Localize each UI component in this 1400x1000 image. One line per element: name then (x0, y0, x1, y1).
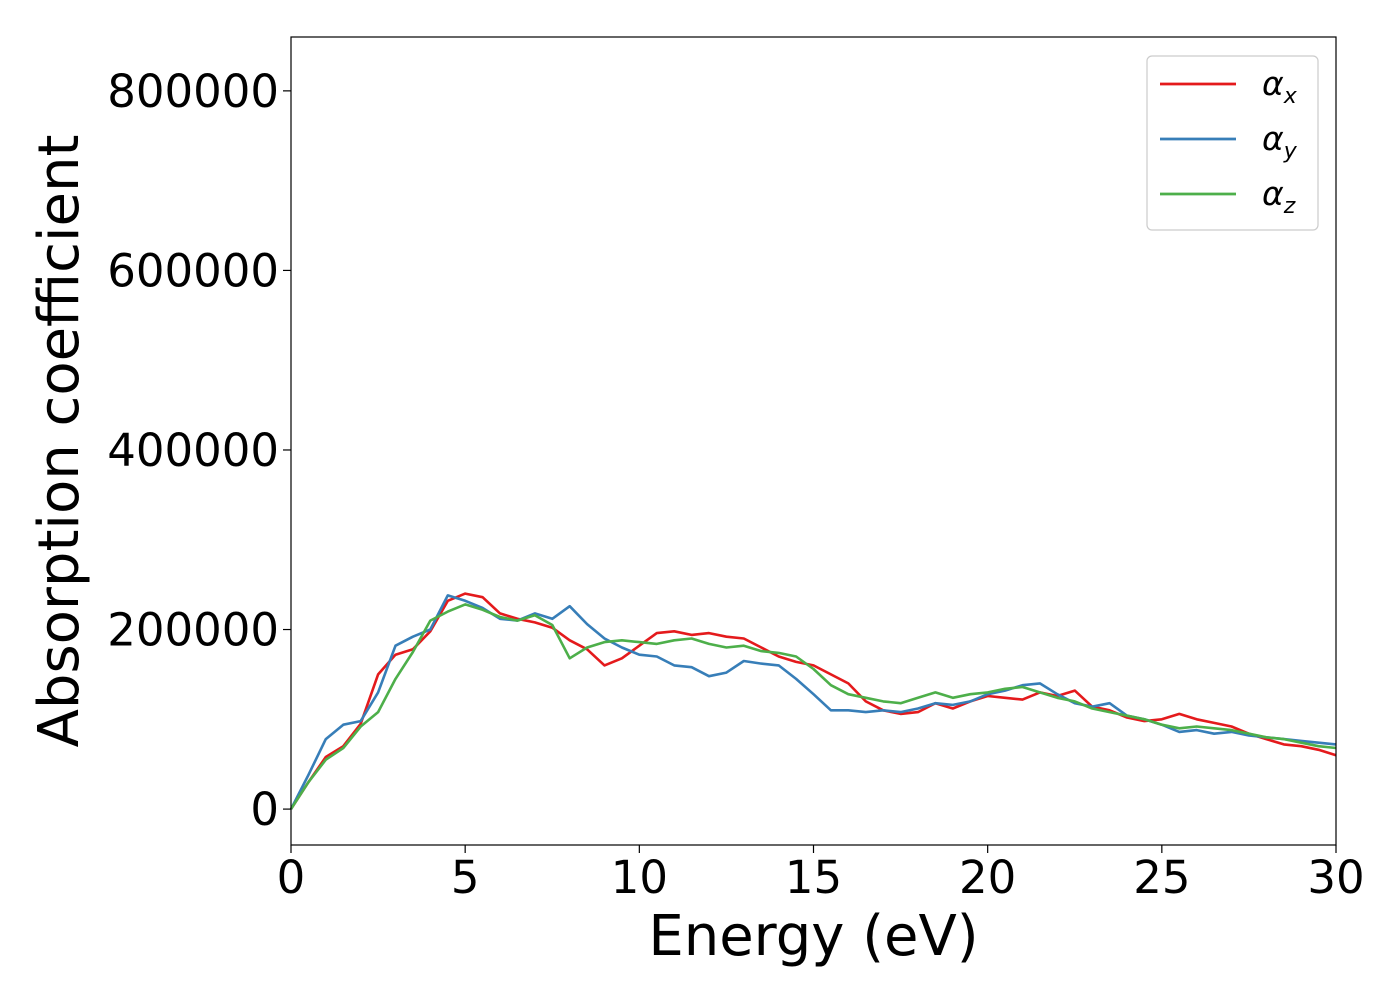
legend: αx αy αz (1146, 55, 1319, 231)
x-tick-label: 25 (1133, 851, 1190, 904)
x-tick-label: 10 (611, 851, 668, 904)
y-tick-label: 200000 (107, 604, 279, 657)
x-tick-label: 30 (1307, 851, 1364, 904)
legend-label-z: αz (1262, 174, 1296, 219)
y-tick-label: 800000 (107, 65, 279, 118)
series-line-x (289, 592, 1337, 810)
x-tick-label: 5 (451, 851, 480, 904)
x-tick-label: 20 (959, 851, 1016, 904)
y-tick-label: 600000 (107, 244, 279, 297)
y-axis-ticks: 0 200000 400000 600000 800000 (107, 65, 291, 836)
series-lines (289, 592, 1337, 810)
legend-label-x: αx (1262, 64, 1298, 109)
y-axis-title: Absorption coefficient (27, 135, 92, 748)
x-axis-ticks: 0 5 10 15 20 25 30 (277, 845, 1365, 904)
series-line-y (289, 594, 1337, 810)
legend-box (1146, 55, 1319, 231)
x-tick-label: 15 (785, 851, 842, 904)
y-tick-label: 0 (250, 783, 279, 836)
series-line-z (289, 603, 1337, 810)
legend-label-y: αy (1262, 119, 1298, 164)
y-tick-label: 400000 (107, 424, 279, 477)
x-tick-label: 0 (277, 851, 306, 904)
x-axis-title: Energy (eV) (648, 904, 978, 969)
